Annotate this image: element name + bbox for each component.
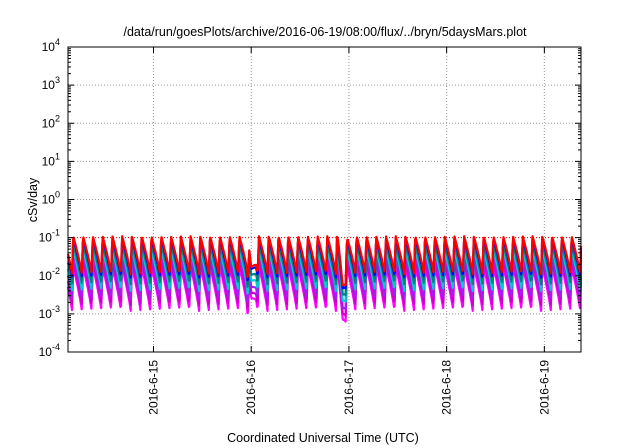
y-axis: 10-4 10-3 10-2 10-1 100 101 102 103 104 bbox=[39, 37, 581, 359]
series-line bbox=[66, 235, 583, 287]
x-tick-label: 2016-6-18 bbox=[440, 360, 454, 415]
series-layer bbox=[66, 235, 583, 323]
y-tick-label: 10-2 bbox=[39, 266, 60, 283]
x-tick-label: 2016-6-17 bbox=[342, 360, 356, 415]
y-tick-label: 104 bbox=[42, 37, 60, 54]
y-tick-label: 103 bbox=[42, 75, 60, 92]
x-tick-label: 2016-6-19 bbox=[537, 360, 551, 415]
series-line bbox=[66, 248, 583, 303]
chart-title: /data/run/goesPlots/archive/2016-06-19/0… bbox=[123, 25, 527, 39]
x-tick-label: 2016-6-15 bbox=[147, 360, 161, 415]
y-axis-label: cSv/day bbox=[26, 177, 40, 222]
series-line bbox=[66, 242, 583, 297]
y-tick-label: 10-4 bbox=[39, 342, 60, 359]
y-tick-label: 10-1 bbox=[39, 228, 60, 245]
y-tick-label: 10-3 bbox=[39, 304, 60, 321]
series-line bbox=[66, 254, 583, 311]
x-axis-label: Coordinated Universal Time (UTC) bbox=[227, 431, 419, 445]
y-tick-label: 101 bbox=[42, 151, 60, 168]
y-tick-label: 100 bbox=[42, 190, 60, 207]
x-axis: 2016-6-15 2016-6-16 2016-6-17 2016-6-18 2016… bbox=[147, 47, 551, 415]
x-tick-label: 2016-6-16 bbox=[244, 360, 258, 415]
y-tick-label: 102 bbox=[42, 113, 60, 130]
